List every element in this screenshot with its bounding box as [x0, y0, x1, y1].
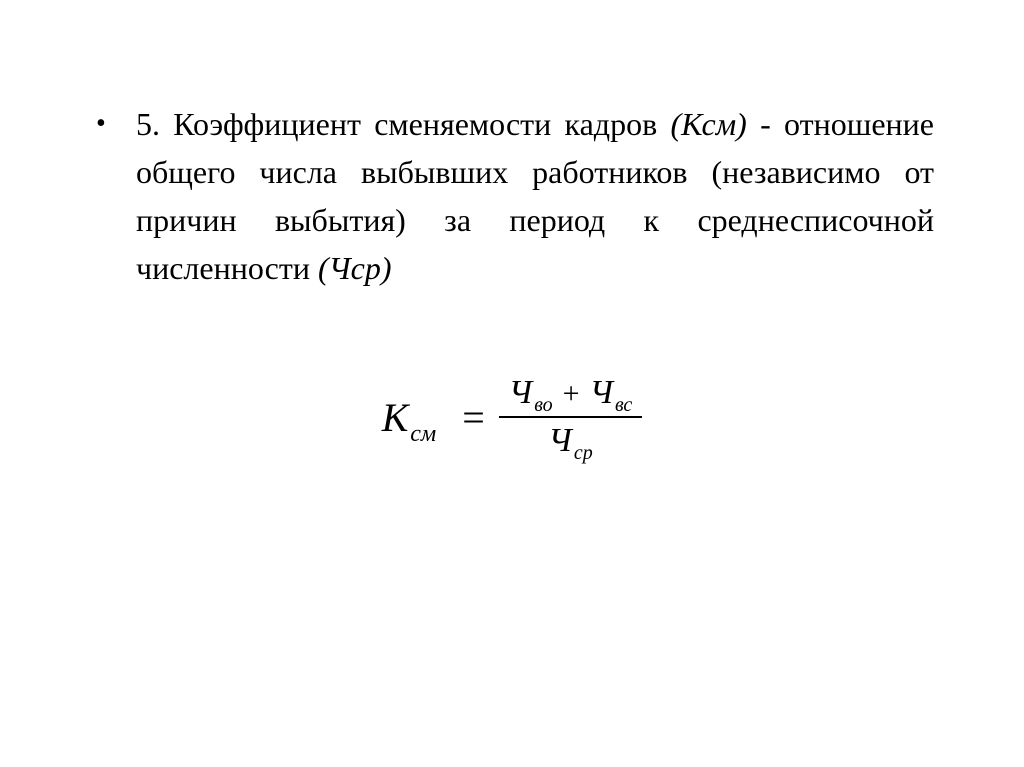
denominator: Чср [538, 420, 602, 462]
num-var1-base: Ч [509, 374, 532, 412]
numerator: Чво + Чвс [499, 372, 643, 414]
bullet-marker: • [90, 100, 136, 148]
num-var2: Чвс [590, 374, 633, 412]
plus-sign: + [563, 377, 580, 411]
den-sub: ср [574, 442, 593, 465]
text-chsr: (Чср) [318, 250, 392, 286]
text-prefix: 5. Коэффициент сменяемости кадров [136, 106, 670, 142]
lhs-sub: см [410, 421, 436, 448]
bullet-text: 5. Коэффициент сменяемости кадров (Ксм) … [136, 100, 934, 292]
num-var2-base: Ч [590, 374, 613, 412]
num-var1-sub: во [534, 394, 552, 417]
equals-sign: = [462, 394, 485, 441]
lhs-base: К [382, 394, 409, 441]
bullet-item: • 5. Коэффициент сменяемости кадров (Ксм… [90, 100, 934, 292]
num-var2-sub: вс [615, 394, 632, 417]
den-base: Ч [548, 422, 571, 460]
slide: • 5. Коэффициент сменяемости кадров (Ксм… [0, 0, 1024, 767]
formula-lhs: Ксм [382, 394, 437, 441]
formula: Ксм = Чво + Чвс Чср [90, 372, 934, 462]
den-var: Чср [548, 422, 592, 460]
num-var1: Чво [509, 374, 553, 412]
fraction: Чво + Чвс Чср [499, 372, 643, 462]
text-ksm: (Ксм) [670, 106, 746, 142]
